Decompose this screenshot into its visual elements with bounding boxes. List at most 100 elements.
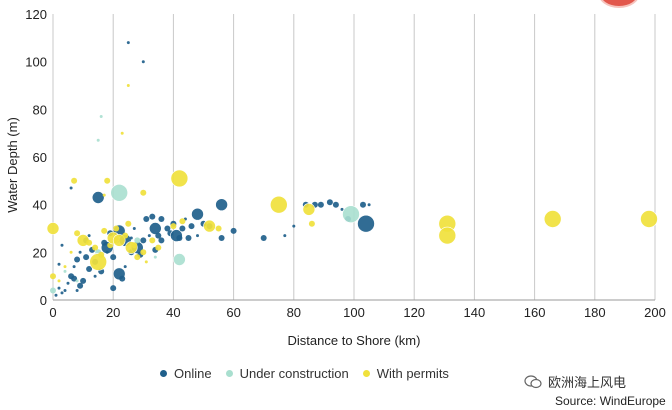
point-under-construction: [96, 138, 100, 142]
point-online: [176, 235, 183, 241]
point-online: [87, 234, 91, 238]
point-with-permits: [102, 193, 106, 197]
point-under-construction: [153, 255, 157, 259]
points-layer: [46, 41, 658, 297]
point-online: [60, 243, 64, 247]
point-with-permits: [89, 253, 107, 271]
point-online: [218, 235, 225, 241]
point-with-permits: [104, 177, 111, 184]
point-with-permits: [101, 227, 108, 234]
point-online: [60, 291, 64, 295]
point-with-permits: [640, 210, 658, 228]
legend-swatch-under-construction: [225, 370, 233, 377]
point-online: [357, 214, 375, 233]
watermark-text: 欧洲海上风电: [548, 376, 627, 391]
y-tick-label: 20: [33, 245, 47, 260]
point-with-permits: [74, 230, 81, 237]
legend-label-online: Online: [174, 366, 212, 381]
point-online: [155, 232, 162, 239]
point-with-permits: [69, 250, 73, 254]
point-with-permits: [122, 232, 129, 239]
point-online: [123, 265, 127, 269]
point-online: [110, 285, 117, 292]
point-online: [158, 216, 165, 222]
point-with-permits: [179, 218, 186, 225]
x-tick-label: 140: [464, 305, 486, 320]
point-with-permits: [113, 225, 120, 232]
y-axis-title: Water Depth (m): [5, 117, 20, 213]
watermark: 欧洲海上风电: [524, 372, 626, 391]
point-with-permits: [155, 244, 162, 251]
x-tick-label: 120: [403, 305, 425, 320]
point-under-construction: [75, 279, 79, 283]
point-with-permits: [308, 220, 315, 227]
point-with-permits: [71, 177, 78, 184]
point-online: [57, 262, 61, 266]
point-online: [101, 239, 108, 246]
x-tick-label: 80: [287, 305, 301, 320]
point-online: [332, 201, 339, 208]
point-with-permits: [140, 249, 147, 256]
point-under-construction: [99, 115, 103, 118]
legend-label-with-permits: With permits: [376, 366, 449, 381]
point-with-permits: [46, 222, 60, 235]
point-online: [158, 237, 165, 244]
point-online: [93, 274, 97, 278]
x-tick-label: 160: [524, 305, 546, 320]
point-online: [57, 286, 61, 290]
point-with-permits: [112, 234, 126, 247]
point-with-permits: [144, 260, 148, 264]
point-under-construction: [63, 269, 67, 273]
point-with-permits: [149, 237, 156, 244]
legend-label-under-construction: Under construction: [239, 366, 349, 381]
point-with-permits: [269, 195, 288, 214]
point-online: [80, 277, 87, 284]
point-online: [260, 235, 267, 241]
point-online: [196, 234, 199, 238]
point-with-permits: [120, 131, 124, 135]
point-online: [69, 186, 73, 190]
x-axis-title: Distance to Shore (km): [288, 333, 421, 348]
point-online: [91, 191, 105, 204]
y-tick-label: 60: [33, 150, 47, 165]
y-tick-label: 120: [25, 7, 47, 22]
point-online: [360, 201, 366, 208]
point-under-construction: [110, 184, 128, 202]
legend: Online Under construction With permits: [160, 366, 449, 381]
y-tick-label: 80: [33, 102, 47, 117]
point-online: [83, 254, 90, 261]
point-online: [191, 207, 204, 221]
x-tick-label: 60: [226, 305, 240, 320]
point-online: [77, 282, 84, 289]
point-online: [164, 225, 171, 232]
point-online: [132, 227, 136, 230]
point-with-permits: [203, 219, 216, 233]
x-tick-label: 100: [343, 305, 365, 320]
point-online: [147, 234, 151, 238]
point-online: [75, 289, 79, 292]
point-online: [119, 275, 126, 282]
point-with-permits: [438, 226, 457, 245]
grid-layer: [52, 14, 656, 300]
legend-item-online: Online: [160, 366, 212, 381]
point-online: [126, 41, 130, 45]
point-online: [110, 254, 117, 261]
point-online: [149, 213, 156, 220]
point-with-permits: [126, 84, 130, 87]
point-with-permits: [215, 225, 222, 232]
point-with-permits: [543, 210, 562, 228]
point-online: [86, 266, 93, 272]
point-online: [140, 237, 147, 244]
point-with-permits: [170, 169, 189, 188]
point-under-construction: [342, 205, 360, 223]
point-online: [143, 216, 150, 222]
point-online: [179, 225, 186, 232]
point-online: [283, 234, 287, 238]
point-with-permits: [57, 279, 61, 283]
legend-swatch-online: [160, 370, 167, 377]
axis-layer: 0 20 40 60 80 100 120 140 160 180 200 0 20 40 60 80 100 1…: [25, 7, 666, 320]
point-online: [215, 198, 228, 211]
x-tick-label: 180: [584, 305, 606, 320]
point-under-construction: [50, 287, 56, 294]
